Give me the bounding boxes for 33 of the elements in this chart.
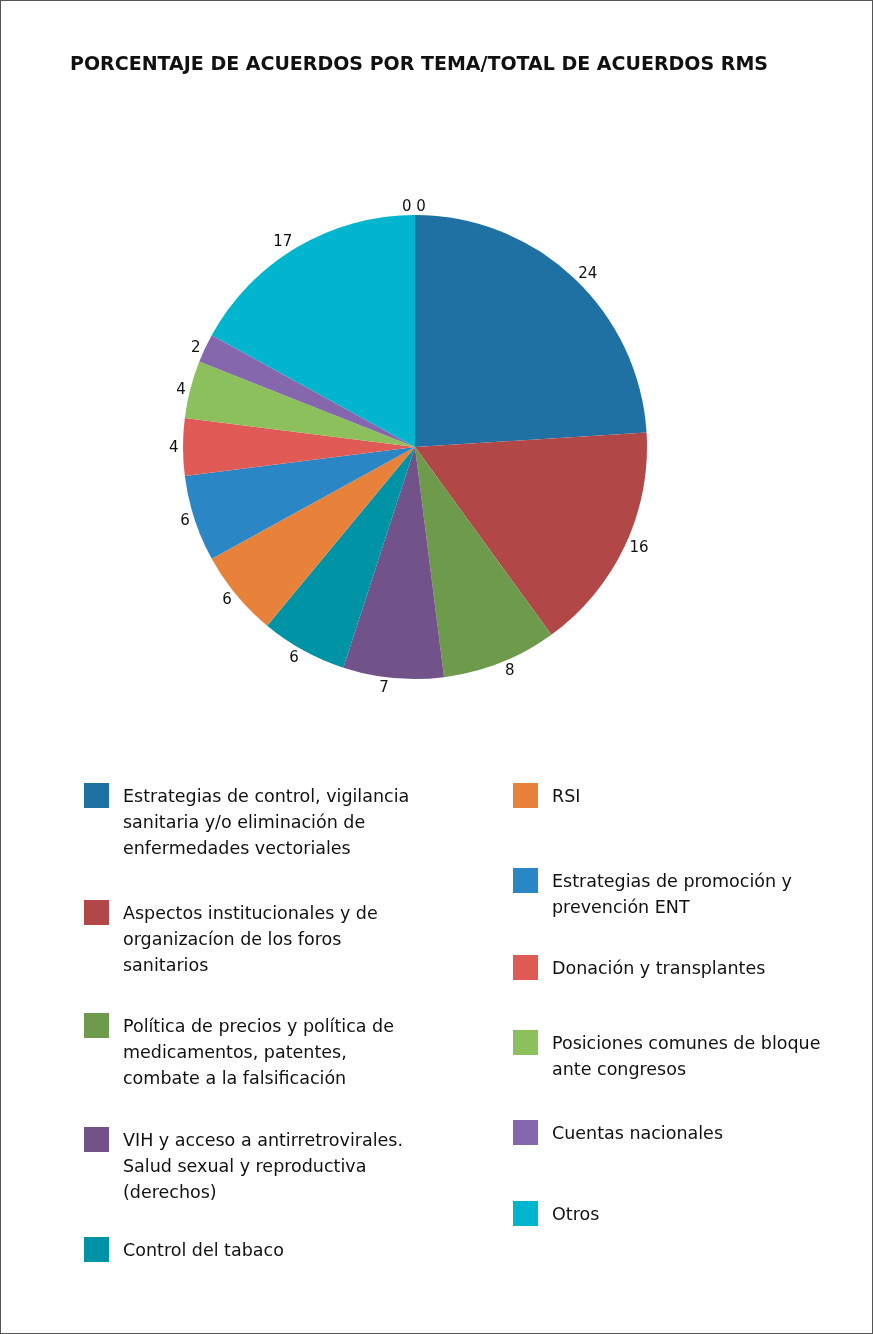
pie-slice: [343, 447, 445, 679]
data-label: 6: [180, 510, 190, 529]
text: 0 0: [402, 197, 426, 215]
chart-title: PORCENTAJE DE ACUERDOS POR TEMA/TOTAL DE ACUERDOS RMS: [70, 51, 768, 74]
data-label: 4: [168, 438, 179, 456]
data-label: 4: [176, 379, 186, 398]
pie-slice: [199, 335, 415, 447]
legend-label: Cuentas nacionales: [552, 1122, 724, 1145]
legend-label: Estrategias de promoción y prevención ENT: [552, 870, 793, 919]
pie-slice: [267, 447, 415, 668]
legend-label: Política de precios y política de medicamentos, patentes, combate a la falsificación: [123, 1015, 395, 1090]
legend-label: Donación y transplantes: [552, 957, 767, 980]
legend-label: Estrategias de control, vigilancia sanitaria y/o eliminación de enfermedades vectoriales: [123, 785, 411, 860]
legend-label: Posiciones comunes de bloque ante congresos: [552, 1032, 822, 1081]
legend-label: Control del tabaco: [123, 1239, 285, 1262]
legend-label: RSI: [552, 785, 582, 808]
pie-slice: [211, 215, 415, 447]
data-label: 2: [191, 337, 201, 356]
data-label: 6: [289, 648, 299, 667]
data-label: 6: [222, 589, 232, 608]
pie-slice: [415, 215, 647, 447]
legend-label: Otros: [552, 1203, 601, 1226]
pie-slice: [415, 447, 552, 678]
data-label: 24: [578, 264, 598, 283]
legend-label: Aspectos institucionales y de organizacíon de los foros sanitarios: [123, 902, 379, 977]
data-label: 16: [629, 538, 649, 557]
pie-slice: [184, 361, 415, 447]
pie-slice: [415, 432, 647, 635]
data-label: 8: [504, 661, 515, 680]
data-label: 17: [273, 231, 293, 250]
pie-slice: [211, 447, 415, 626]
legend-label: VIH y acceso a antirretrovirales. Salud sexual y reproductiva (derechos): [123, 1129, 404, 1204]
data-label: 7: [379, 677, 389, 696]
